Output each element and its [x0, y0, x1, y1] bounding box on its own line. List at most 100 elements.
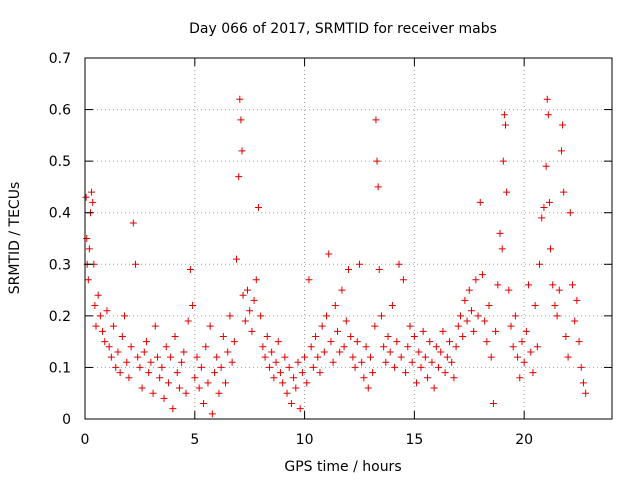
data-point [314, 353, 322, 361]
data-point [355, 260, 363, 268]
data-point [371, 322, 379, 330]
grid [85, 58, 612, 419]
data-point [312, 332, 320, 340]
data-point [156, 374, 164, 382]
data-point [395, 260, 403, 268]
data-point [562, 332, 570, 340]
data-point [254, 204, 262, 212]
data-point [358, 358, 366, 366]
data-point [160, 394, 168, 402]
data-point [386, 348, 394, 356]
data-point [555, 286, 563, 294]
data-point [529, 369, 537, 377]
data-point [559, 121, 567, 129]
data-point [274, 338, 282, 346]
data-point [564, 353, 572, 361]
data-point [520, 358, 528, 366]
data-point [261, 353, 269, 361]
data-point [171, 332, 179, 340]
data-point [204, 379, 212, 387]
data-point [349, 353, 357, 361]
x-tick-label: 5 [190, 432, 199, 448]
data-point [575, 338, 583, 346]
data-point [184, 317, 192, 325]
data-point [287, 400, 295, 408]
data-point [500, 111, 508, 119]
data-point [138, 384, 146, 392]
y-tick-label: 0.5 [49, 154, 71, 170]
y-axis-title: SRMTID / TECUs [7, 182, 23, 295]
data-point [441, 369, 449, 377]
data-point [536, 260, 544, 268]
x-tick-label: 20 [515, 432, 533, 448]
data-point [320, 348, 328, 356]
data-point [84, 276, 92, 284]
data-point [415, 348, 423, 356]
data-point [238, 147, 246, 155]
data-point [382, 358, 390, 366]
data-point [318, 322, 326, 330]
data-point [446, 338, 454, 346]
data-point [272, 358, 280, 366]
data-point [465, 286, 473, 294]
data-point [439, 327, 447, 335]
data-point [527, 348, 535, 356]
data-point [142, 338, 150, 346]
data-point [549, 281, 557, 289]
data-point [364, 384, 372, 392]
data-point [151, 322, 159, 330]
data-point [331, 302, 339, 310]
axis-ticks: 0 0.1 0.2 0.3 0.4 0.5 0.6 0.7 0 5 10 15 20 [49, 51, 612, 448]
data-point [481, 317, 489, 325]
data-point [505, 286, 513, 294]
data-point [582, 389, 590, 397]
data-point [334, 327, 342, 335]
data-point [307, 343, 315, 351]
data-point [125, 374, 133, 382]
data-point [380, 343, 388, 351]
data-point [417, 363, 425, 371]
data-point [476, 198, 484, 206]
y-tick-label: 0.2 [49, 309, 71, 325]
data-point [158, 363, 166, 371]
data-point [463, 317, 471, 325]
data-point [85, 245, 93, 253]
data-point [573, 296, 581, 304]
data-point [195, 384, 203, 392]
data-point [424, 374, 432, 382]
data-point [487, 353, 495, 361]
data-point [329, 358, 337, 366]
data-point [474, 312, 482, 320]
data-point [107, 353, 115, 361]
data-point [432, 343, 440, 351]
data-point [298, 369, 306, 377]
data-point [470, 327, 478, 335]
data-point [503, 188, 511, 196]
data-point [362, 343, 370, 351]
data-point [502, 121, 510, 129]
data-point [191, 374, 199, 382]
data-point [118, 332, 126, 340]
data-point [153, 353, 161, 361]
data-point [340, 343, 348, 351]
data-point [560, 188, 568, 196]
data-point [522, 327, 530, 335]
data-point [388, 302, 396, 310]
data-point [489, 400, 497, 408]
data-point [426, 338, 434, 346]
x-tick-label: 0 [81, 432, 90, 448]
data-point [236, 95, 244, 103]
data-point [217, 363, 225, 371]
data-point [276, 369, 284, 377]
data-point [228, 358, 236, 366]
data-point [347, 332, 355, 340]
data-point [485, 302, 493, 310]
data-point [239, 291, 247, 299]
data-point [145, 369, 153, 377]
data-point [162, 343, 170, 351]
data-point [351, 363, 359, 371]
data-point [182, 389, 190, 397]
data-point [478, 271, 486, 279]
data-point [140, 348, 148, 356]
data-point [110, 322, 118, 330]
